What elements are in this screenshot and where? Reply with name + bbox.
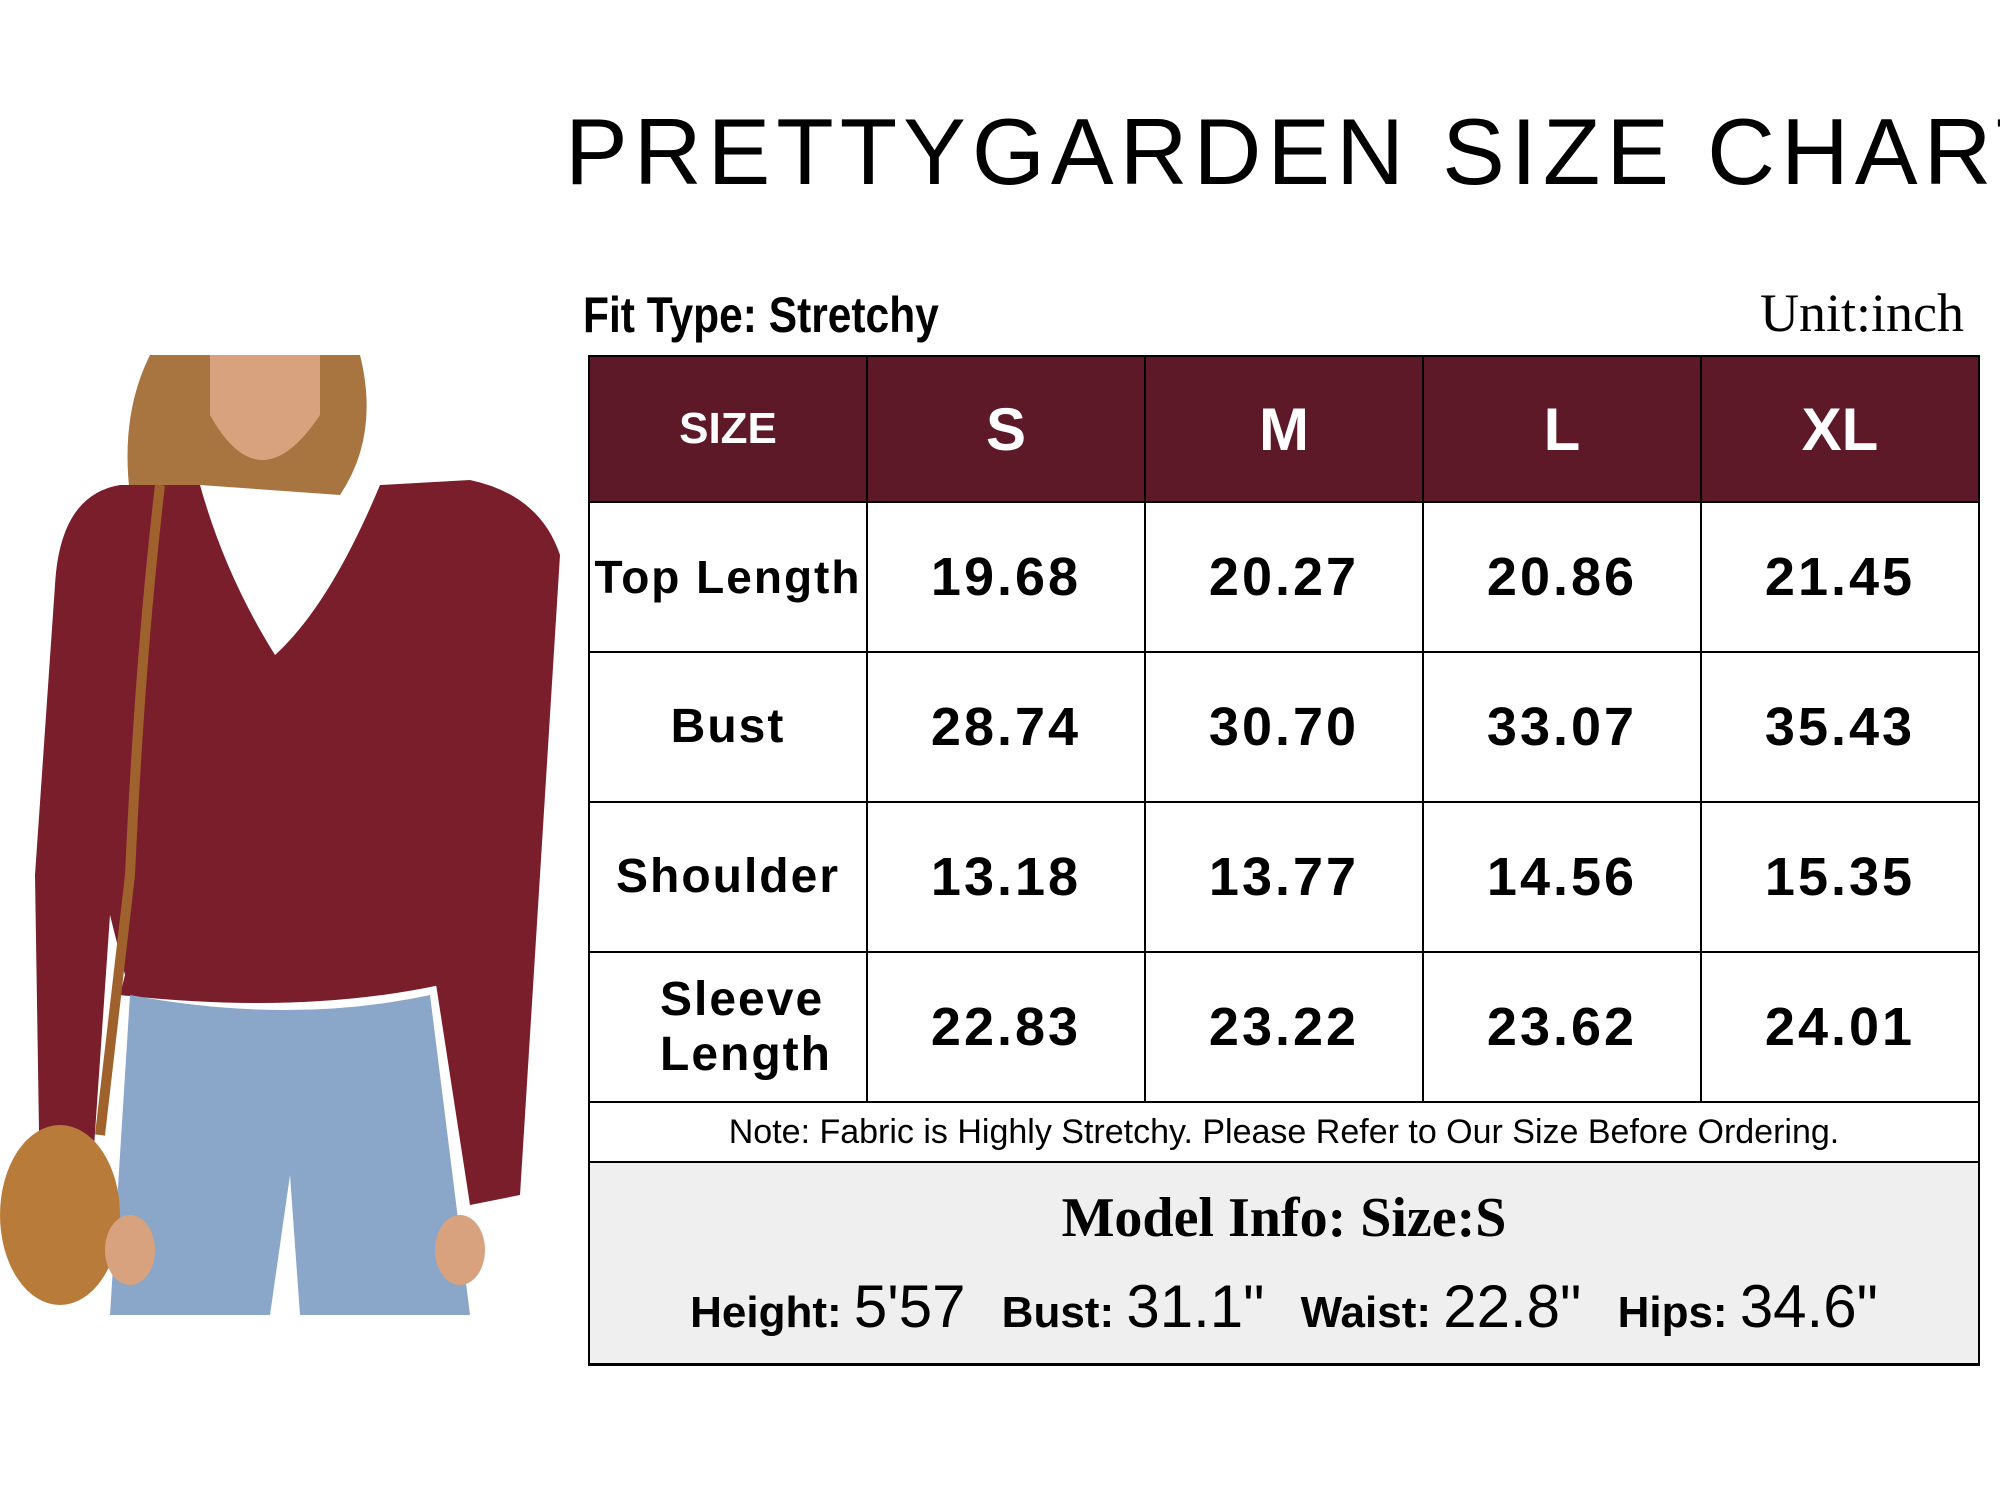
note-text: Note: Fabric is Highly Stretchy. Please …	[588, 1101, 1980, 1163]
row-label: Bust	[588, 651, 868, 803]
model-measurements: Height: 5'57 Bust: 31.1" Waist: 22.8" Hi…	[590, 1272, 1978, 1341]
row-label: Sleeve Length	[588, 951, 868, 1103]
model-info-row: Model Info: Size:S Height: 5'57 Bust: 31…	[588, 1161, 1980, 1366]
table-row: Shoulder 13.18 13.77 14.56 15.35	[588, 801, 1980, 953]
header-l: L	[1422, 355, 1702, 503]
row-label: Shoulder	[588, 801, 868, 953]
bust-label: Bust:	[1001, 1287, 1115, 1337]
table-row: Bust 28.74 30.70 33.07 35.43	[588, 651, 1980, 803]
waist-label: Waist:	[1300, 1287, 1432, 1337]
header-m: M	[1144, 355, 1424, 503]
table-row: Sleeve Length 22.83 23.22 23.62 24.01	[588, 951, 1980, 1103]
fit-type: Fit Type: Stretchy	[583, 287, 939, 343]
model-photo	[0, 355, 570, 1315]
header-s: S	[866, 355, 1146, 503]
header-xl: XL	[1700, 355, 1980, 503]
model-info-title: Model Info: Size:S	[1061, 1186, 1507, 1249]
cell: 21.45	[1700, 501, 1980, 653]
cell: 22.83	[866, 951, 1146, 1103]
cell: 28.74	[866, 651, 1146, 803]
cell: 13.77	[1144, 801, 1424, 953]
page-title: PRETTYGARDEN SIZE CHART	[565, 99, 2000, 204]
table-header-row: SIZE S M L XL	[588, 355, 1980, 503]
height-label: Height:	[690, 1287, 842, 1337]
cell: 23.62	[1422, 951, 1702, 1103]
cell: 20.86	[1422, 501, 1702, 653]
cell: 19.68	[866, 501, 1146, 653]
waist-value: 22.8"	[1443, 1272, 1582, 1340]
header-size: SIZE	[588, 355, 868, 503]
row-label: Top Length	[588, 501, 868, 653]
table-row: Top Length 19.68 20.27 20.86 21.45	[588, 501, 1980, 653]
hips-label: Hips:	[1617, 1287, 1728, 1337]
cell: 30.70	[1144, 651, 1424, 803]
cell: 14.56	[1422, 801, 1702, 953]
model-info: Model Info: Size:S Height: 5'57 Bust: 31…	[588, 1161, 1980, 1366]
cell: 35.43	[1700, 651, 1980, 803]
cell: 24.01	[1700, 951, 1980, 1103]
bust-value: 31.1"	[1126, 1272, 1265, 1340]
cell: 15.35	[1700, 801, 1980, 953]
unit-label: Unit:inch	[1760, 283, 1964, 343]
hips-value: 34.6"	[1739, 1272, 1878, 1340]
cell: 33.07	[1422, 651, 1702, 803]
height-value: 5'57	[853, 1272, 966, 1340]
note-row: Note: Fabric is Highly Stretchy. Please …	[588, 1101, 1980, 1163]
cell: 23.22	[1144, 951, 1424, 1103]
cell: 13.18	[866, 801, 1146, 953]
size-chart-table: SIZE S M L XL Top Length 19.68 20.27 20.…	[588, 355, 1980, 1366]
cell: 20.27	[1144, 501, 1424, 653]
